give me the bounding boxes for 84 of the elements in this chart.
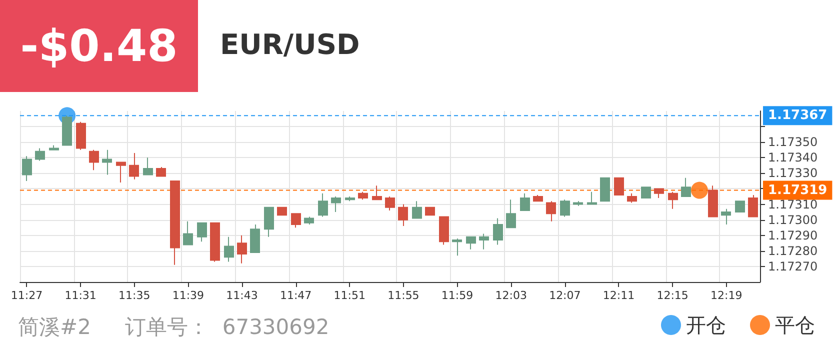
x-tick-label: 12:19 — [710, 289, 742, 302]
y-tick-label: 1.17330 — [768, 166, 818, 180]
candlestick — [372, 185, 382, 200]
candlestick — [708, 185, 718, 218]
candlestick — [331, 196, 341, 213]
candlestick — [76, 121, 86, 150]
x-tick-label: 11:51 — [334, 289, 366, 302]
chart-subtitle: -$0.48 — [0, 0, 198, 92]
candlestick — [546, 200, 556, 222]
x-tick-label: 11:59 — [441, 289, 474, 302]
ref-line-label: 1.17367 — [768, 108, 828, 124]
candlestick — [277, 206, 287, 216]
x-tick-label: 11:39 — [172, 289, 204, 302]
candlestick — [143, 157, 153, 176]
candlestick — [102, 149, 112, 176]
candlestick — [479, 233, 489, 250]
candlestick — [291, 213, 301, 228]
candlestick — [183, 220, 193, 246]
candlestick — [345, 196, 355, 202]
candlestick — [466, 236, 476, 250]
legend-label: 平仓 — [775, 313, 815, 337]
text: 简溪#2 — [18, 314, 91, 341]
candlestick — [385, 196, 395, 211]
candlestick — [170, 180, 180, 266]
candlestick — [439, 216, 449, 246]
candlestick — [412, 200, 422, 219]
candlestick — [452, 238, 462, 256]
x-tick-label: 11:27 — [10, 289, 43, 302]
candlestick — [627, 192, 637, 204]
candlestick — [250, 224, 260, 253]
candlestick — [62, 115, 72, 146]
x-tick-label: 12:03 — [495, 289, 527, 302]
candlestick — [520, 192, 530, 211]
x-tick-label: 11:43 — [226, 289, 258, 302]
candlestick — [533, 194, 543, 202]
candlestick — [506, 199, 516, 228]
candlestick — [89, 149, 99, 171]
candlestick — [398, 204, 408, 227]
candlestick — [573, 200, 583, 206]
candlestick — [587, 191, 597, 205]
y-tick-label: 1.17270 — [768, 259, 818, 274]
candlestick — [735, 200, 745, 213]
x-tick-label: 11:47 — [280, 289, 312, 302]
candlestick — [304, 216, 314, 225]
y-tick-label: 1.17350 — [768, 135, 818, 150]
y-tick-label: 1.17340 — [768, 150, 818, 165]
x-tick-label: 11:35 — [118, 289, 150, 302]
candlestick — [49, 144, 59, 150]
x-tick-label: 12:15 — [656, 289, 688, 302]
candlestick — [237, 234, 247, 264]
candlestick — [493, 218, 503, 246]
x-tick-label: 11:55 — [388, 289, 420, 302]
candlestick — [22, 156, 32, 182]
y-tick-label: 1.17290 — [768, 228, 818, 242]
candlestick — [641, 186, 651, 199]
y-tick-label: 1.17280 — [768, 244, 818, 258]
ref-line-label: 1.17319 — [768, 182, 828, 198]
text: 订单号： 67330692 — [125, 314, 330, 341]
x-tick-label: 12:07 — [549, 289, 581, 302]
y-tick-label: 1.17310 — [768, 197, 818, 212]
chart-title: EUR/USD — [220, 28, 360, 61]
candlestick — [681, 177, 691, 197]
candlestick — [560, 199, 570, 218]
candlestick — [318, 192, 328, 218]
candlestick — [224, 236, 234, 262]
candlestick — [156, 166, 166, 177]
candlestick — [129, 152, 139, 180]
candlestick — [210, 222, 220, 262]
candlestick — [668, 191, 678, 210]
legend-label: 开仓 — [686, 313, 726, 337]
candlestick — [654, 188, 664, 199]
candlestick — [721, 208, 731, 225]
x-tick-label: 12:11 — [602, 289, 635, 302]
candlestick — [614, 177, 624, 196]
candlestick — [116, 162, 126, 184]
candlestick — [358, 191, 368, 200]
candlestick — [197, 222, 207, 242]
candlestick — [425, 206, 435, 216]
candlestick — [264, 206, 274, 238]
candlestick — [35, 148, 45, 162]
x-tick-label: 11:31 — [64, 289, 96, 302]
candlestick — [600, 177, 610, 202]
candlestick — [748, 194, 758, 218]
y-tick-label: 1.17300 — [768, 212, 818, 227]
